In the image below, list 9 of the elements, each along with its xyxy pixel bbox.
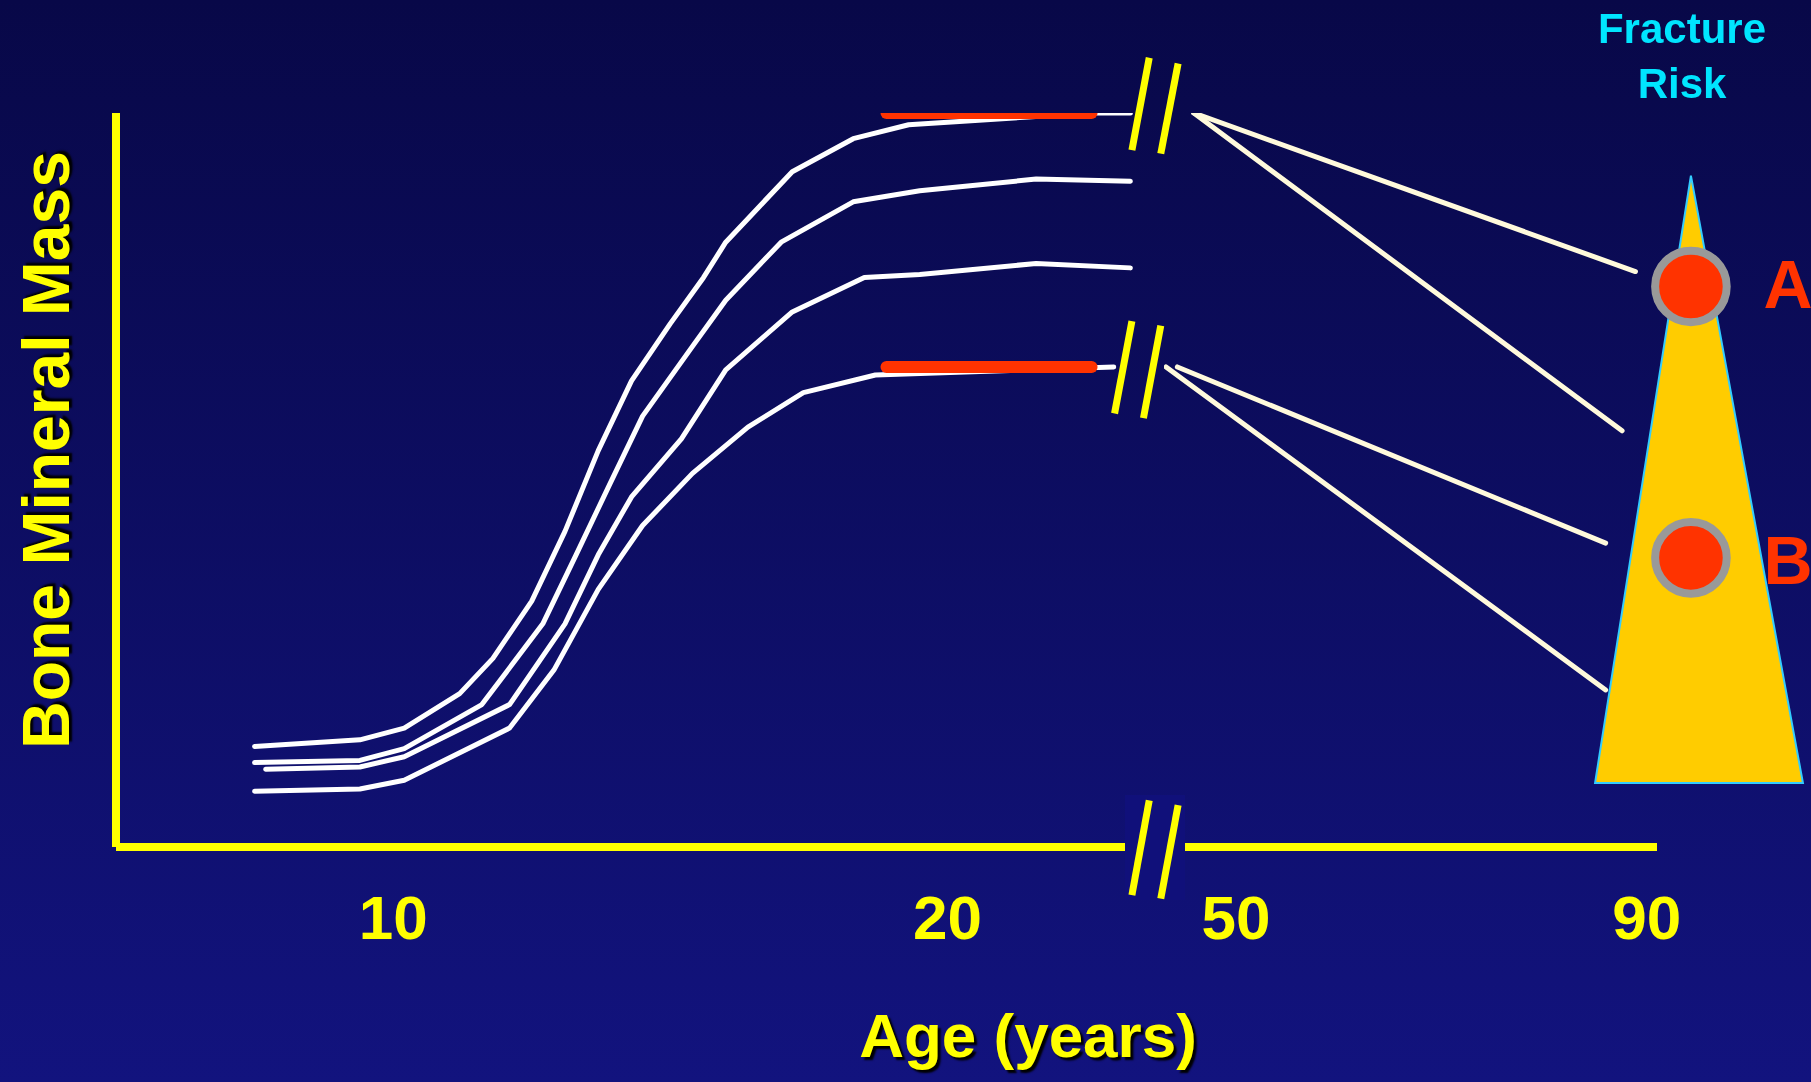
- text: B: [1762, 521, 1811, 600]
- text: Fracture Risk: [1596, 4, 1768, 109]
- x-axis-title: Age (years): [859, 999, 1197, 1071]
- text: A: [1762, 245, 1811, 324]
- y-axis-title: Bone Mineral Mass: [8, 151, 84, 749]
- x-tick-label: 50: [1201, 883, 1271, 953]
- x-tick-label: 10: [358, 883, 428, 953]
- x-tick-label: 20: [912, 883, 982, 953]
- x-tick-label: 90: [1612, 883, 1682, 953]
